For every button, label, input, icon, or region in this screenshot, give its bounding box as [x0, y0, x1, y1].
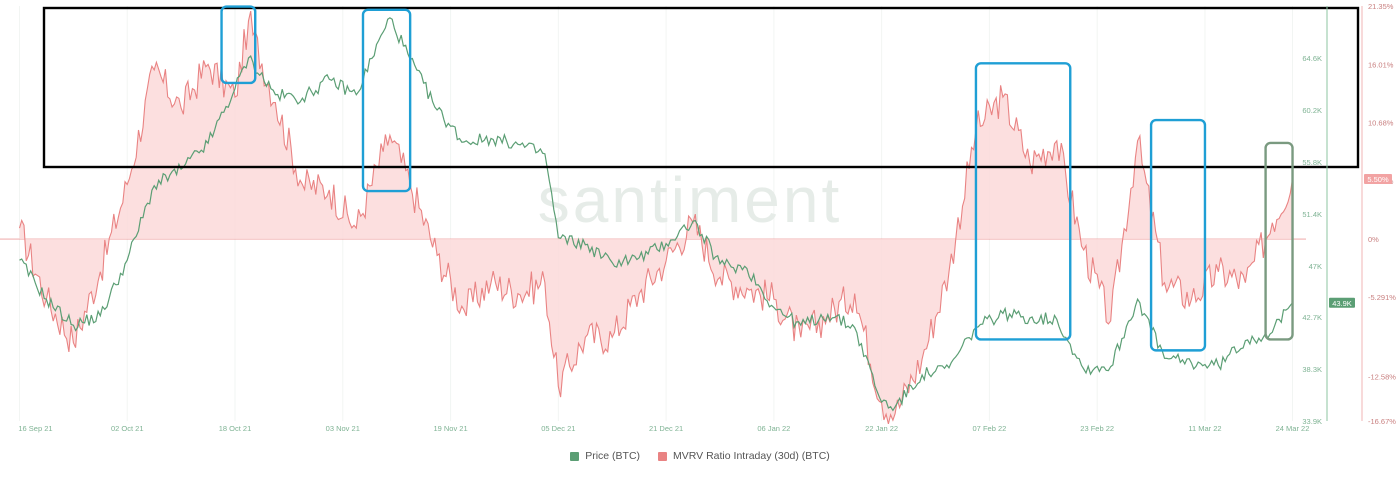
mvrv-tick-label: 16.01%	[1368, 60, 1394, 69]
x-tick-label: 19 Nov 21	[433, 424, 467, 433]
legend: Price (BTC) MVRV Ratio Intraday (30d) (B…	[0, 447, 1400, 465]
mvrv-tick-label: 0%	[1368, 235, 1379, 244]
mvrv-tick-label: -16.67%	[1368, 417, 1396, 426]
x-tick-label: 06 Jan 22	[757, 424, 790, 433]
x-tick-label: 23 Feb 22	[1080, 424, 1114, 433]
highlight-box-blue	[1151, 120, 1205, 350]
price-current-label: 43.9K	[1332, 299, 1352, 308]
x-tick-label: 02 Oct 21	[111, 424, 144, 433]
legend-item-price[interactable]: Price (BTC)	[570, 450, 640, 462]
current-value-badges: 43.9K 5.50%	[1329, 174, 1392, 308]
mvrv-tick-label: 10.68%	[1368, 118, 1394, 127]
x-tick-label: 03 Nov 21	[326, 424, 360, 433]
x-tick-label: 07 Feb 22	[973, 424, 1007, 433]
x-tick-label: 05 Dec 21	[541, 424, 575, 433]
legend-label-mvrv: MVRV Ratio Intraday (30d) (BTC)	[673, 450, 830, 462]
price-tick-label: 38.3K	[1302, 365, 1322, 374]
legend-item-mvrv[interactable]: MVRV Ratio Intraday (30d) (BTC)	[658, 450, 830, 462]
price-tick-label: 33.9K	[1302, 417, 1322, 426]
x-tick-label: 11 Mar 22	[1188, 424, 1221, 433]
mvrv-tick-label: -12.58%	[1368, 372, 1396, 381]
legend-swatch-price	[570, 452, 579, 461]
mvrv-tick-label: -5.291%	[1368, 293, 1396, 302]
x-tick-label: 16 Sep 21	[18, 424, 52, 433]
price-tick-label: 47K	[1309, 262, 1322, 271]
legend-label-price: Price (BTC)	[585, 450, 640, 462]
mvrv-tick-label: 21.35%	[1368, 2, 1394, 11]
mvrv-current-label: 5.50%	[1367, 175, 1389, 184]
price-tick-label: 42.7K	[1302, 313, 1322, 322]
price-tick-label: 55.8K	[1302, 158, 1322, 167]
legend-swatch-mvrv	[658, 452, 667, 461]
price-tick-label: 51.4K	[1302, 210, 1322, 219]
highlight-box-green	[1266, 143, 1293, 339]
x-tick-label: 22 Jan 22	[865, 424, 898, 433]
x-tick-label: 18 Oct 21	[219, 424, 252, 433]
price-tick-label: 60.2K	[1302, 106, 1322, 115]
x-tick-label: 21 Dec 21	[649, 424, 683, 433]
price-tick-label: 64.6K	[1302, 54, 1322, 63]
